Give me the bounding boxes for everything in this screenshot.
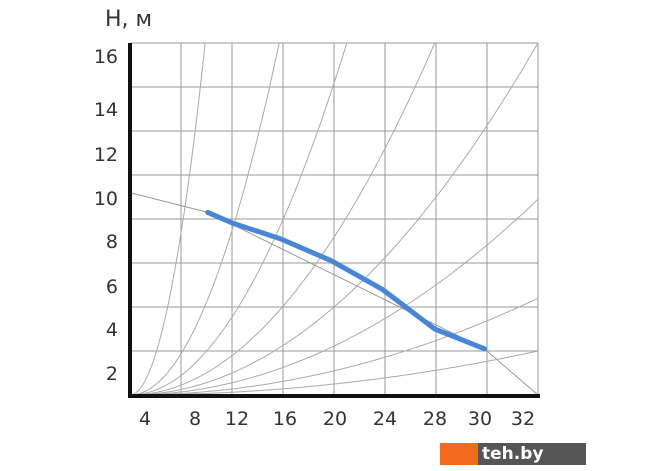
y-tick-label: 14 <box>94 99 118 121</box>
system-curve <box>129 42 348 396</box>
x-tick-label: 20 <box>323 408 347 430</box>
system-curves <box>129 42 539 396</box>
y-tick-label: 16 <box>94 46 118 68</box>
x-tick-label: 16 <box>273 408 297 430</box>
teh-by-logo: teh.by <box>440 443 586 465</box>
system-curve <box>130 42 539 396</box>
series <box>129 192 539 396</box>
system-curve <box>129 42 206 396</box>
x-tick-label: 24 <box>373 408 397 430</box>
y-tick-label: 10 <box>94 188 118 210</box>
grid <box>129 42 539 396</box>
y-tick-label: 8 <box>106 231 118 253</box>
x-tick-label: 12 <box>225 408 249 430</box>
y-axis-label: H, м <box>105 7 152 32</box>
y-tick-label: 2 <box>106 363 118 385</box>
x-ticks: 4 8 12 16 20 24 28 30 32 <box>139 408 535 430</box>
x-tick-label: 32 <box>511 408 535 430</box>
x-tick-label: 30 <box>468 408 492 430</box>
y-ticks: 2 4 6 8 10 12 14 16 <box>94 46 118 385</box>
logo-text: teh.by <box>478 443 586 465</box>
pump-curve <box>129 192 539 396</box>
system-curve <box>130 297 539 396</box>
system-curve <box>130 198 539 396</box>
x-tick-label: 4 <box>139 408 151 430</box>
operating-curve <box>205 209 487 352</box>
system-curve <box>130 350 539 396</box>
y-tick-label: 12 <box>94 144 118 166</box>
x-tick-label: 28 <box>423 408 447 430</box>
y-tick-label: 6 <box>106 276 118 298</box>
system-curve <box>129 42 280 396</box>
system-curve <box>130 42 436 396</box>
y-tick-label: 4 <box>106 319 118 341</box>
x-tick-label: 8 <box>189 408 201 430</box>
